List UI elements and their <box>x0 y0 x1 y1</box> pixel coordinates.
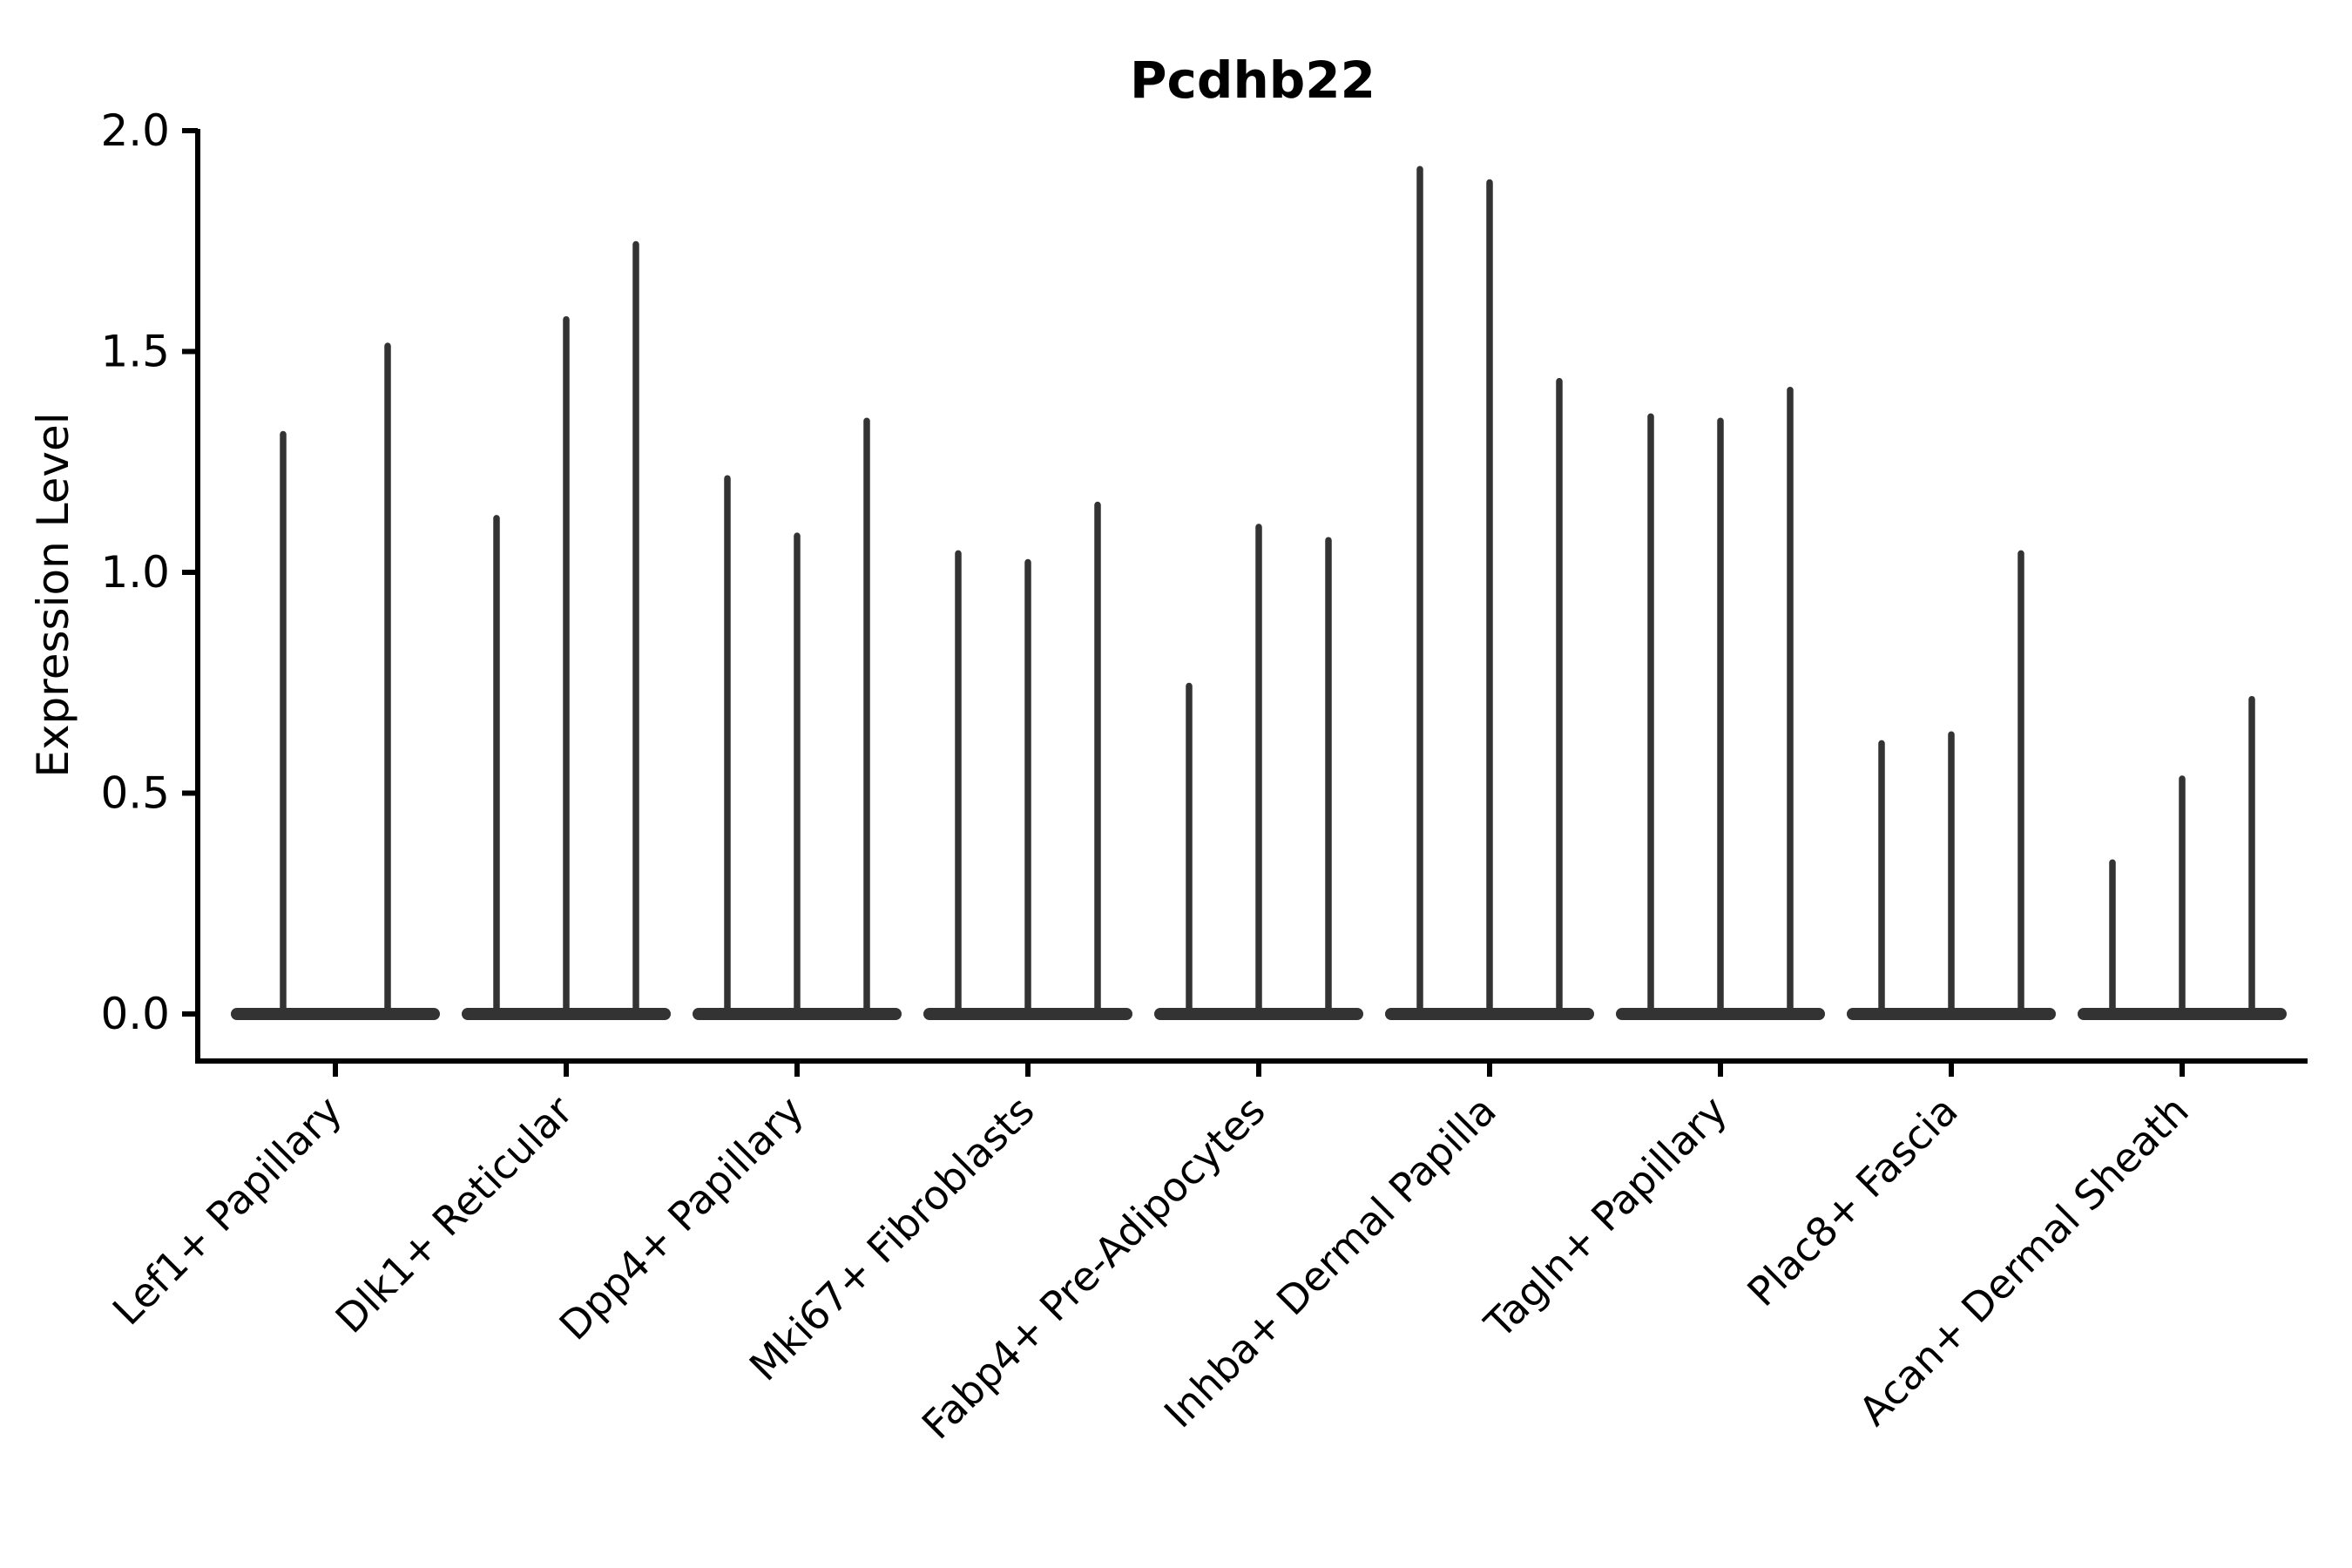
violin-group <box>1154 524 1363 1020</box>
violin-spike <box>794 532 801 1014</box>
x-tick-label: Lef1+ Papillary <box>104 1087 351 1335</box>
y-tick-label: 0.0 <box>100 989 170 1039</box>
violin-spike <box>1255 524 1262 1014</box>
violin-spike <box>1024 558 1031 1014</box>
violin-spike <box>955 550 962 1014</box>
violin-spike <box>2017 550 2024 1014</box>
violin-spike <box>280 430 287 1014</box>
violin-layer <box>231 166 2287 1020</box>
violin-spike <box>1717 417 1724 1014</box>
violin-spike <box>863 417 870 1014</box>
violin-spike <box>1948 731 1955 1014</box>
violin-spike <box>1787 387 1794 1014</box>
x-tick-label: Dpp4+ Papillary <box>551 1087 813 1349</box>
violin-spike <box>1094 501 1101 1014</box>
violin-group <box>231 342 440 1020</box>
violin-spike <box>724 475 731 1014</box>
y-tick-label: 1.0 <box>100 547 170 598</box>
violin-group <box>1385 166 1594 1020</box>
violin-group <box>1847 550 2056 1020</box>
violin-spike <box>1647 413 1654 1015</box>
y-tick-label: 0.5 <box>100 768 170 819</box>
violin-spike <box>1186 682 1193 1014</box>
y-axis-label: Expression Level <box>28 412 78 777</box>
violin-spike <box>493 515 500 1014</box>
violin-spike <box>1325 537 1332 1014</box>
violin-spike <box>1878 740 1885 1014</box>
chart-title: Pcdhb22 <box>1130 51 1375 110</box>
violin-group <box>1616 387 1825 1020</box>
violin-body <box>231 1008 440 1020</box>
violin-group <box>693 417 902 1020</box>
violin-spike <box>1556 377 1563 1014</box>
violin-spike <box>2248 695 2255 1014</box>
violin-spike <box>2109 859 2116 1014</box>
violin-group <box>923 501 1132 1020</box>
x-tick-label: Plac8+ Fascia <box>1738 1087 1966 1315</box>
violin-spike <box>1486 179 1493 1014</box>
y-tick-label: 1.5 <box>100 327 170 377</box>
violin-spike <box>563 315 570 1014</box>
x-tick-label: Dlk1+ Reticular <box>327 1087 582 1342</box>
violin-spike <box>2179 775 2186 1014</box>
y-tick-label: 2.0 <box>100 105 170 156</box>
violin-spike <box>632 240 639 1014</box>
violin-spike <box>384 342 391 1014</box>
x-tick-label: Tagln+ Papillary <box>1475 1087 1736 1348</box>
violin-group <box>2078 695 2287 1020</box>
violin-spike <box>1416 166 1423 1014</box>
violin-group <box>462 240 671 1020</box>
